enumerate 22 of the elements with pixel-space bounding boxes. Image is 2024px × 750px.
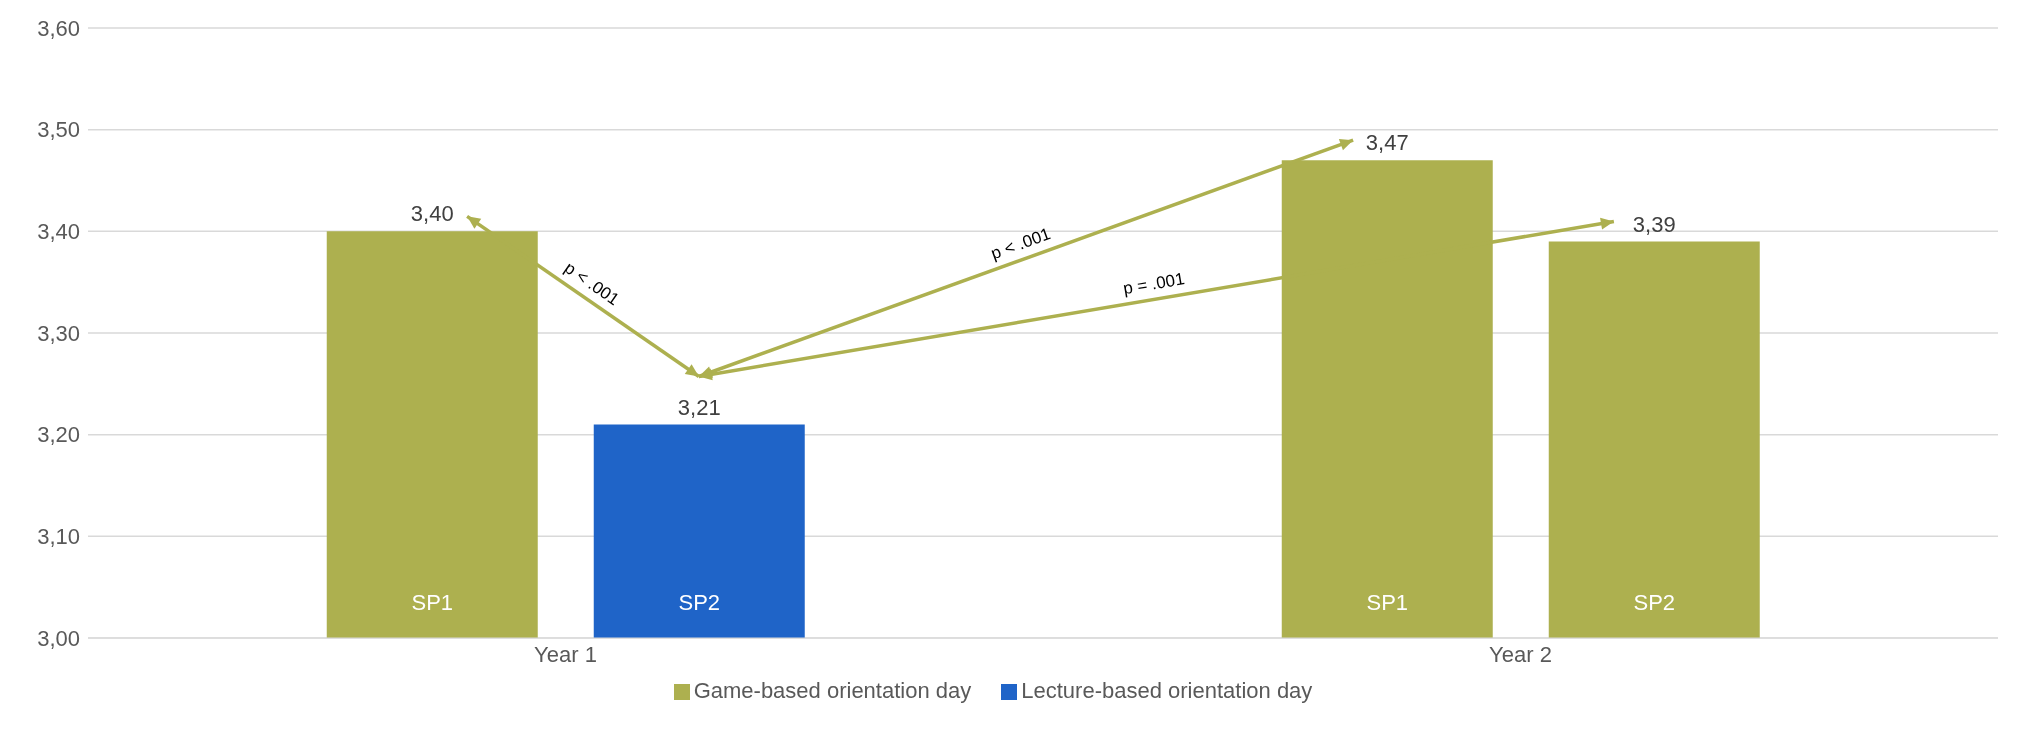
- y-tick-label: 3,40: [37, 219, 80, 245]
- annotation: p = .001: [1121, 269, 1186, 299]
- y-tick-label: 3,00: [37, 625, 80, 651]
- annotation: SP2: [1633, 590, 1676, 615]
- data-label: 3,39: [1632, 211, 1676, 237]
- legend-label: Lecture-based orientation day: [1021, 678, 1313, 703]
- y-tick-label: 3,60: [37, 15, 80, 41]
- annotation: SP1: [1366, 590, 1409, 615]
- legend-label: Game-based orientation day: [693, 678, 972, 703]
- x-tick-label: Year 2: [1489, 641, 1552, 667]
- y-tick-label: 3,10: [37, 524, 80, 550]
- data-label: 3,21: [677, 394, 721, 420]
- y-tick-label: 3,50: [37, 117, 80, 143]
- annotation: SP2: [678, 590, 721, 615]
- y-tick-label: 3,30: [37, 320, 80, 346]
- annotation: p < .001: [988, 224, 1054, 264]
- y-tick-label: 3,20: [37, 422, 80, 448]
- data-label: 3,47: [1365, 130, 1409, 156]
- data-label: 3,40: [410, 201, 454, 227]
- annotation: SP1: [411, 590, 454, 615]
- x-tick-label: Year 1: [534, 641, 597, 667]
- annotation: p < .001: [560, 258, 623, 310]
